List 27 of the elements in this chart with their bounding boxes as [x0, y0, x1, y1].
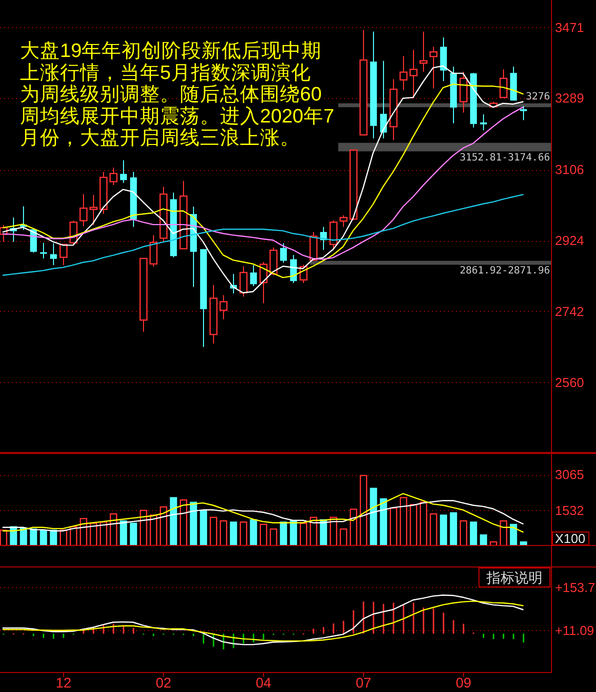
- annotation: 指标说明: [486, 570, 542, 586]
- xtick: 02: [156, 674, 172, 690]
- annotation: 大盘19年年初创阶段新低后现中期: [20, 40, 322, 62]
- ytick: 2742: [555, 304, 584, 319]
- xtick: 07: [356, 674, 372, 690]
- ytick: 3471: [555, 20, 584, 35]
- annotation-button: 指标说明: [478, 568, 550, 588]
- annotation: 月份，大盘开启周线三浪上涨。: [20, 127, 300, 150]
- annotation: 上涨行情，当年5月指数深调演化: [20, 62, 311, 84]
- band-label: 2861.92-2871.96: [460, 266, 550, 277]
- y-axis-title: X100: [555, 531, 586, 546]
- ytick: +153.7: [555, 580, 596, 595]
- xtick: 12: [56, 674, 72, 690]
- xtick: 09: [456, 674, 472, 690]
- ytick: 3106: [555, 162, 584, 178]
- ytick: 2560: [555, 374, 584, 390]
- ytick: 3289: [555, 90, 584, 106]
- ylabel: X100: [552, 531, 590, 546]
- band-label: 3276: [526, 91, 550, 102]
- ytick: 3065: [555, 467, 584, 482]
- ytick: 2924: [555, 233, 584, 248]
- xtick: 04: [256, 674, 272, 690]
- annotation: 为周线级别调整。随后总体围绕60: [20, 84, 322, 106]
- ytick: +11.09: [555, 622, 594, 638]
- band-label: 3152.81-3174.66: [460, 152, 550, 164]
- annotation: 周均线展开中期震荡。进入2020年7: [20, 105, 334, 128]
- ytick: 1532: [555, 502, 584, 518]
